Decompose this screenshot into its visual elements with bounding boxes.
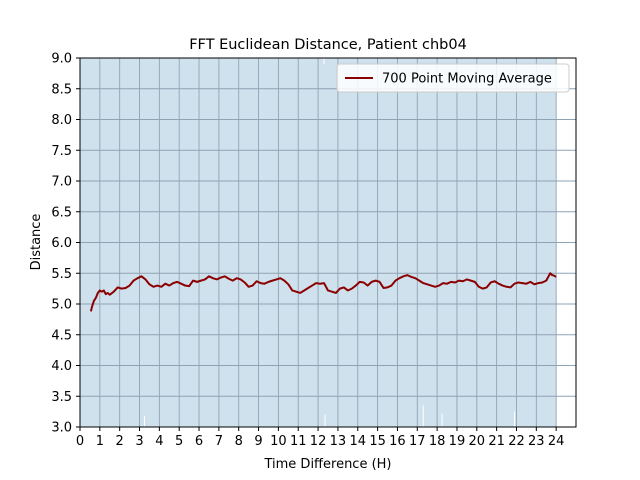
x-tick-label: 23 <box>528 434 545 449</box>
y-tick-label: 7.5 <box>51 144 72 159</box>
x-tick-label: 14 <box>349 434 366 449</box>
y-tick-label: 9.0 <box>51 52 72 67</box>
plot-area: 0 1 2 3 4 5 6 7 8 9 10 11 12 13 14 15 16 17 18 19 20 21 22 23 24… <box>51 52 577 449</box>
y-tick-label: 5.0 <box>51 298 72 313</box>
x-tick-label: 8 <box>235 434 243 449</box>
legend-box <box>336 63 570 93</box>
x-tick-label: 24 <box>548 434 565 449</box>
x-tick-label: 18 <box>429 434 446 449</box>
x-tick-label: 21 <box>488 434 505 449</box>
y-tick-label: 4.5 <box>51 328 72 343</box>
y-tick-label: 6.5 <box>51 205 72 220</box>
chart-title: FFT Euclidean Distance, Patient chb04 <box>189 37 467 53</box>
y-tick-label: 5.5 <box>51 267 72 282</box>
x-tick-label: 17 <box>409 434 426 449</box>
x-tick-label: 13 <box>330 434 347 449</box>
x-tick-label: 9 <box>254 434 262 449</box>
x-tick-label: 0 <box>76 434 84 449</box>
y-tick-label: 6.0 <box>51 236 72 251</box>
x-tick-label: 6 <box>195 434 203 449</box>
x-tick-label: 11 <box>290 434 307 449</box>
x-tick-label: 3 <box>135 434 143 449</box>
x-axis-title: Time Difference (H) <box>263 457 391 472</box>
x-tick-label: 10 <box>270 434 287 449</box>
x-tick-label: 15 <box>369 434 386 449</box>
y-tick-label: 3.0 <box>51 421 72 436</box>
x-tick-label: 4 <box>155 434 163 449</box>
y-tick-label: 3.5 <box>51 390 72 405</box>
legend: 700 Point Moving Average <box>336 63 570 93</box>
y-axis-title: Distance <box>29 214 44 271</box>
y-tick-label: 8.0 <box>51 113 72 128</box>
x-tick-label: 1 <box>96 434 104 449</box>
y-tick-label: 8.5 <box>51 82 72 97</box>
x-tick-label: 22 <box>508 434 525 449</box>
y-tick-label: 7.0 <box>51 175 72 190</box>
x-tick-label: 5 <box>175 434 183 449</box>
x-tick-label: 7 <box>215 434 223 449</box>
x-tick-label: 12 <box>310 434 327 449</box>
x-tick-label: 16 <box>389 434 406 449</box>
series-line-moving-average <box>89 272 557 312</box>
x-tick-label: 2 <box>116 434 124 449</box>
x-tick-label: 20 <box>469 434 486 449</box>
x-tick-label: 19 <box>449 434 466 449</box>
legend-label: 700 Point Moving Average <box>382 72 552 87</box>
y-tick-label: 4.0 <box>51 359 72 374</box>
